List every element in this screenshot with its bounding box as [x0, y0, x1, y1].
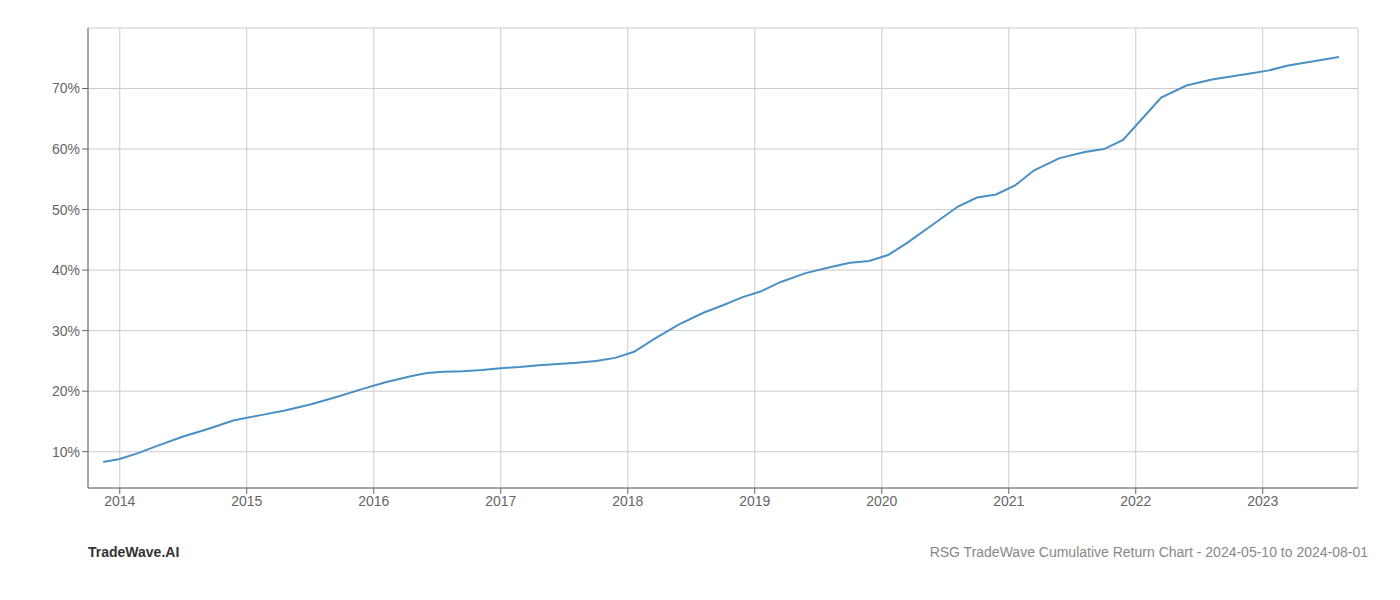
svg-text:2021: 2021	[993, 493, 1024, 509]
svg-text:60%: 60%	[52, 141, 80, 157]
svg-text:2017: 2017	[485, 493, 516, 509]
svg-text:2014: 2014	[104, 493, 135, 509]
svg-text:30%: 30%	[52, 323, 80, 339]
html-text:RSG TradeWave Cumulative Retur: RSG TradeWave Cumulative Return Chart - …	[929, 544, 1368, 560]
svg-text:2023: 2023	[1247, 493, 1278, 509]
svg-text:2022: 2022	[1120, 493, 1151, 509]
svg-text:50%: 50%	[52, 202, 80, 218]
svg-text:2016: 2016	[358, 493, 389, 509]
svg-text:40%: 40%	[52, 262, 80, 278]
html-text:TradeWave.AI: TradeWave.AI	[88, 544, 180, 560]
svg-text:20%: 20%	[52, 383, 80, 399]
svg-text:10%: 10%	[52, 444, 80, 460]
svg-text:2020: 2020	[866, 493, 897, 509]
svg-text:70%: 70%	[52, 80, 80, 96]
svg-text:2018: 2018	[612, 493, 643, 509]
svg-text:2015: 2015	[231, 493, 262, 509]
svg-text:2019: 2019	[739, 493, 770, 509]
